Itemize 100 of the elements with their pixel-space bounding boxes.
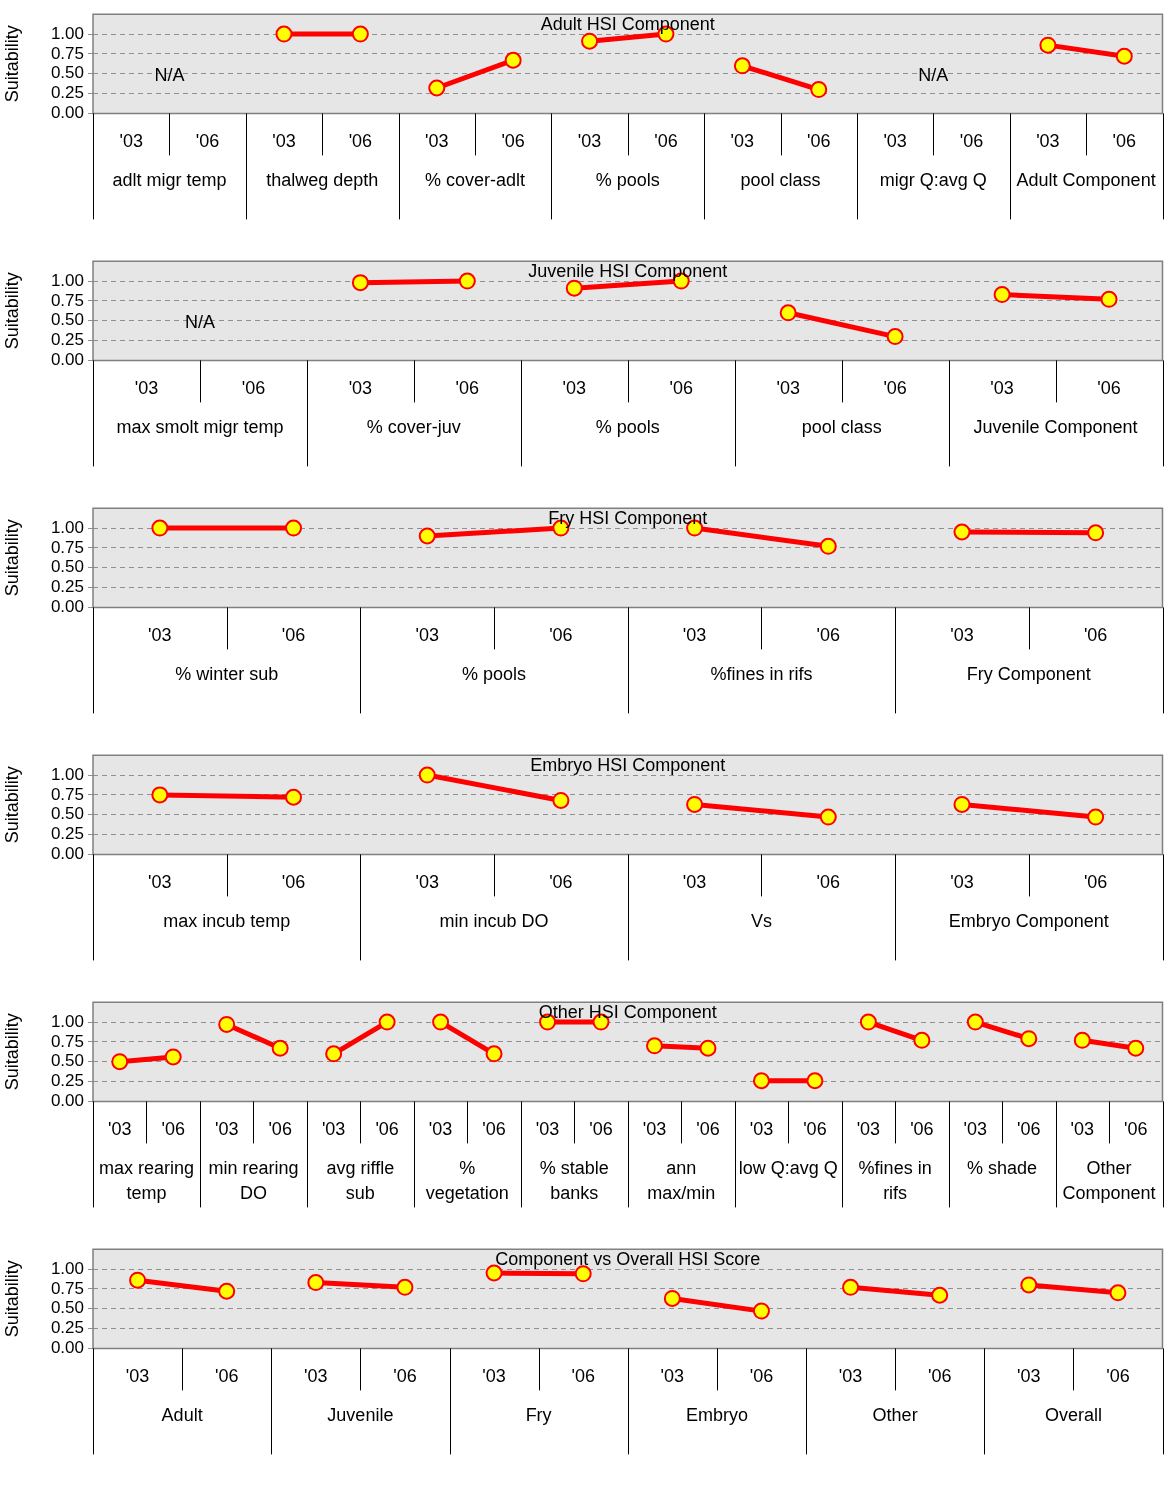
x-tick-label: '03 — [148, 625, 172, 646]
text: Embryo — [685, 1405, 748, 1426]
x-tick-label: '06 — [1083, 625, 1108, 646]
point — [913, 1031, 931, 1049]
point — [993, 286, 1011, 304]
x-tick-label: '06 — [927, 1366, 952, 1387]
point — [819, 808, 837, 826]
x-tick-label: '06 — [482, 1119, 506, 1140]
point — [351, 274, 369, 292]
point — [779, 304, 797, 322]
x-tick-label: '06 — [669, 378, 693, 399]
chart-title: Juvenile HSI Component — [528, 261, 728, 282]
y-tick-label: 1.00 — [50, 1258, 84, 1278]
text: Overall — [1044, 1405, 1102, 1426]
point — [418, 766, 436, 784]
point — [275, 25, 293, 43]
point — [285, 788, 303, 806]
point — [271, 1039, 289, 1057]
x-tick-label: '06 — [589, 1119, 613, 1140]
chart-title: Fry HSI Component — [548, 508, 708, 529]
x-tick-label: '03 — [749, 1119, 774, 1140]
x-tick-label: '03 — [642, 1119, 667, 1140]
y-tick-label: 0.25 — [50, 824, 84, 844]
x-tick-label: '06 — [1112, 131, 1137, 152]
text: min incub DO — [439, 911, 549, 932]
text: min rearing DO — [208, 1158, 299, 1204]
chart-title: Embryo HSI Component — [530, 755, 726, 776]
x-tick-label: '06 — [214, 1366, 239, 1387]
point — [645, 1037, 663, 1055]
y-tick-label: 0.75 — [50, 290, 84, 310]
y-tick-label: 1.00 — [50, 1011, 84, 1031]
text: Embryo Component — [948, 911, 1109, 932]
chart-title: Adult HSI Component — [540, 14, 715, 35]
x-tick-label: '06 — [549, 872, 573, 893]
x-tick-label: '06 — [1083, 872, 1108, 893]
x-tick-label: '03 — [883, 131, 907, 152]
text: migr Q:avg Q — [879, 170, 987, 191]
y-tick-label: 0.00 — [50, 844, 84, 864]
y-tick-label: 0.00 — [50, 597, 84, 617]
point — [810, 81, 828, 99]
text: avg riffle sub — [326, 1158, 395, 1204]
text: % pools — [595, 417, 660, 438]
point — [806, 1072, 824, 1090]
x-tick-label: '03 — [730, 131, 755, 152]
x-tick-label: '03 — [990, 378, 1014, 399]
x-tick-label: '03 — [321, 1119, 346, 1140]
x-tick-label: '03 — [134, 378, 159, 399]
x-tick-label: '03 — [856, 1119, 881, 1140]
x-tick-label: '03 — [562, 378, 587, 399]
text: Fry Component — [966, 664, 1091, 685]
point — [565, 279, 583, 297]
x-tick-label: '03 — [482, 1366, 506, 1387]
y-tick-label: 0.50 — [50, 63, 84, 83]
point — [418, 527, 436, 545]
y-axis-title: Suitability — [1, 766, 22, 844]
point — [699, 1039, 717, 1057]
text: Other Component — [1062, 1158, 1156, 1204]
point — [307, 1274, 325, 1292]
y-axis-title: Suitability — [1, 519, 22, 597]
text: max smolt migr temp — [116, 417, 284, 438]
x-tick-label: '03 — [577, 131, 602, 152]
y-tick-label: 0.50 — [50, 1051, 84, 1071]
point — [1039, 36, 1057, 54]
text: Fry — [525, 1405, 552, 1426]
text: % winter sub — [175, 664, 279, 685]
point — [1100, 290, 1118, 308]
text: % pools — [595, 170, 660, 191]
x-tick-label: '06 — [1106, 1366, 1130, 1387]
point — [1087, 808, 1105, 826]
y-tick-label: 0.75 — [50, 784, 84, 804]
point — [164, 1048, 182, 1066]
point — [1020, 1030, 1038, 1048]
annotation: N/A — [154, 64, 185, 85]
point — [151, 519, 169, 537]
point — [218, 1282, 236, 1300]
point — [351, 25, 369, 43]
point — [504, 51, 522, 69]
point — [886, 328, 904, 346]
y-tick-label: 1.00 — [50, 270, 84, 290]
text: Adult Component — [1016, 170, 1156, 191]
point — [1127, 1039, 1145, 1057]
annotation: N/A — [918, 64, 949, 85]
y-tick-label: 0.50 — [50, 804, 84, 824]
x-tick-label: '03 — [348, 378, 373, 399]
y-tick-label: 0.25 — [50, 1318, 84, 1338]
point — [485, 1045, 503, 1063]
y-tick-label: 1.00 — [50, 517, 84, 537]
x-tick-label: '06 — [959, 131, 984, 152]
point — [1087, 524, 1105, 542]
text: % stable banks — [539, 1158, 609, 1204]
y-tick-label: 1.00 — [50, 23, 84, 43]
text: % vegetation — [425, 1158, 509, 1204]
point — [1020, 1276, 1038, 1294]
x-tick-label: '03 — [415, 872, 439, 893]
point — [129, 1271, 147, 1289]
text: adlt migr temp — [112, 170, 227, 191]
y-tick-label: 0.25 — [50, 1071, 84, 1091]
point — [432, 1013, 450, 1031]
point — [1115, 47, 1133, 65]
x-tick-label: '06 — [654, 131, 678, 152]
